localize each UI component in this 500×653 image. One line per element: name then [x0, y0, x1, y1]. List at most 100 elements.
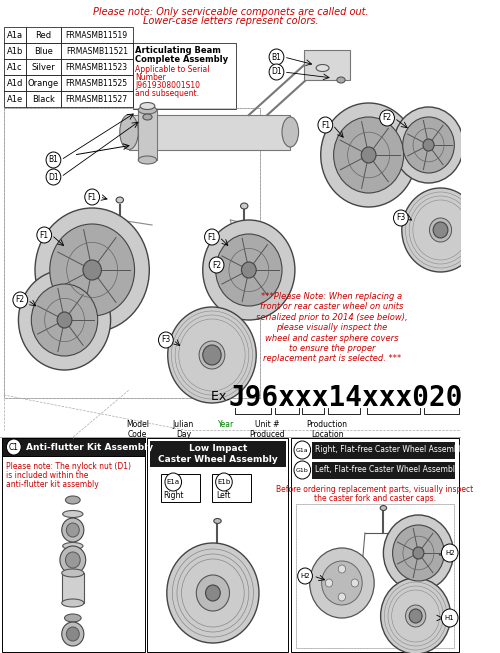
- Text: Orange: Orange: [28, 78, 59, 88]
- Circle shape: [430, 218, 452, 242]
- Circle shape: [442, 544, 458, 562]
- Bar: [296, 504, 454, 648]
- Text: anti-flutter kit assembly: anti-flutter kit assembly: [6, 480, 99, 489]
- Circle shape: [384, 515, 454, 591]
- Circle shape: [199, 341, 225, 369]
- Circle shape: [60, 546, 86, 574]
- Circle shape: [423, 139, 434, 151]
- Circle shape: [362, 147, 376, 163]
- Bar: [296, 504, 454, 648]
- Bar: [61, 91, 132, 107]
- Bar: [212, 474, 250, 502]
- Bar: [4, 43, 26, 59]
- Text: B1: B1: [48, 155, 58, 165]
- Text: FRMASMB11523: FRMASMB11523: [66, 63, 128, 71]
- Ellipse shape: [214, 518, 221, 524]
- Circle shape: [318, 117, 332, 133]
- Bar: [291, 438, 459, 652]
- Text: Silver: Silver: [32, 63, 55, 71]
- Text: F2: F2: [16, 296, 25, 304]
- Circle shape: [66, 552, 80, 568]
- Circle shape: [13, 292, 28, 308]
- Text: Black: Black: [32, 95, 55, 103]
- Text: A1e: A1e: [6, 95, 23, 103]
- Text: G1b: G1b: [296, 468, 308, 473]
- Text: Lower-case letters represent colors.: Lower-case letters represent colors.: [142, 16, 318, 26]
- Text: A1b: A1b: [6, 46, 23, 56]
- Circle shape: [62, 622, 84, 646]
- Circle shape: [50, 224, 134, 316]
- Circle shape: [380, 578, 450, 653]
- Text: E1b: E1b: [218, 479, 230, 485]
- Circle shape: [32, 284, 98, 356]
- Text: H2: H2: [445, 550, 454, 556]
- Circle shape: [196, 575, 230, 611]
- Ellipse shape: [138, 156, 156, 164]
- Text: E1a: E1a: [166, 479, 180, 485]
- Bar: [148, 438, 288, 652]
- Circle shape: [66, 523, 80, 537]
- Text: Production
Location: Production Location: [306, 420, 348, 439]
- Circle shape: [392, 525, 444, 581]
- Circle shape: [442, 609, 458, 627]
- Text: Model
Code: Model Code: [126, 420, 149, 439]
- Circle shape: [46, 152, 61, 168]
- Circle shape: [402, 117, 454, 173]
- Ellipse shape: [66, 496, 80, 504]
- Text: FRMASMB11527: FRMASMB11527: [66, 95, 128, 103]
- Bar: [62, 573, 84, 603]
- Bar: [26, 91, 61, 107]
- Text: Please note: Only serviceable componets are called out.: Please note: Only serviceable componets …: [92, 7, 368, 17]
- Circle shape: [57, 312, 72, 328]
- Text: Blue: Blue: [34, 46, 53, 56]
- Text: A1d: A1d: [6, 78, 23, 88]
- Ellipse shape: [140, 103, 155, 110]
- Text: Applicable to Serial: Applicable to Serial: [136, 65, 210, 74]
- Circle shape: [320, 103, 416, 207]
- Text: Julian
Day: Julian Day: [173, 420, 194, 439]
- Ellipse shape: [143, 114, 152, 120]
- Text: Right: Right: [163, 490, 184, 500]
- Circle shape: [409, 609, 422, 623]
- Text: Low Impact
Caster Wheel Assembly: Low Impact Caster Wheel Assembly: [158, 444, 278, 464]
- Circle shape: [18, 270, 110, 370]
- Circle shape: [322, 561, 362, 605]
- Bar: [61, 75, 132, 91]
- Circle shape: [298, 568, 312, 584]
- Bar: [61, 59, 132, 75]
- Ellipse shape: [282, 117, 298, 147]
- Ellipse shape: [138, 106, 156, 114]
- Text: Anti-flutter Kit Assembly: Anti-flutter Kit Assembly: [26, 443, 153, 451]
- Circle shape: [406, 605, 426, 627]
- Text: and subsequent.: and subsequent.: [136, 89, 200, 98]
- Circle shape: [380, 110, 394, 126]
- Circle shape: [167, 543, 259, 643]
- Bar: [4, 59, 26, 75]
- Circle shape: [62, 518, 84, 542]
- Circle shape: [165, 473, 182, 491]
- Circle shape: [168, 307, 256, 403]
- Circle shape: [413, 547, 424, 559]
- Text: Red: Red: [36, 31, 52, 39]
- Text: C1: C1: [9, 443, 19, 451]
- Bar: [61, 27, 132, 43]
- Bar: [312, 462, 456, 479]
- Circle shape: [209, 257, 224, 273]
- Text: FRMASMB11521: FRMASMB11521: [66, 46, 128, 56]
- Bar: [312, 442, 456, 459]
- Text: B1: B1: [272, 52, 281, 61]
- Circle shape: [85, 189, 100, 205]
- Ellipse shape: [380, 505, 386, 511]
- Ellipse shape: [62, 543, 83, 550]
- Circle shape: [310, 548, 374, 618]
- Bar: [132, 43, 236, 109]
- Circle shape: [204, 229, 220, 245]
- Text: J96xxx14xxx020: J96xxx14xxx020: [228, 384, 463, 412]
- Ellipse shape: [62, 599, 84, 607]
- Bar: [4, 108, 260, 398]
- Text: ***Please Note: When replacing a
front or rear caster wheel on units
serialized : ***Please Note: When replacing a front o…: [256, 292, 408, 364]
- Circle shape: [269, 49, 284, 65]
- Circle shape: [83, 260, 102, 280]
- Bar: [129, 115, 290, 150]
- Ellipse shape: [337, 77, 345, 83]
